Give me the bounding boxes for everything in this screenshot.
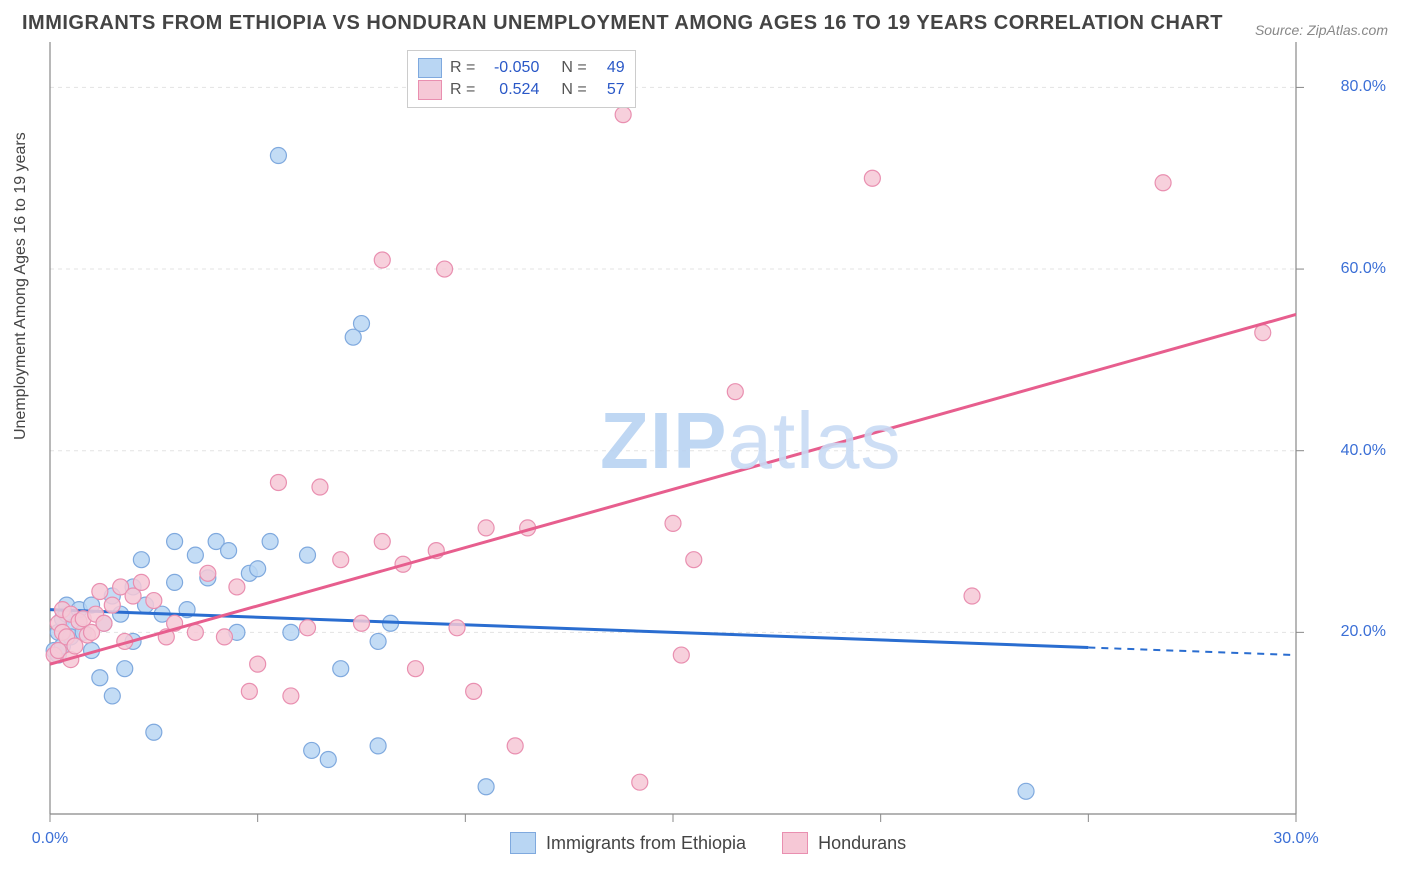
scatter-plot — [0, 0, 1406, 892]
n-label: N = — [561, 57, 586, 79]
bottom-legend: Immigrants from Ethiopia Hondurans — [510, 832, 906, 854]
y-tick-label: 80.0% — [1341, 78, 1386, 96]
n-label: N = — [561, 79, 586, 101]
legend-item-ethiopia: Immigrants from Ethiopia — [510, 832, 746, 854]
legend-item-honduras: Hondurans — [782, 832, 906, 854]
y-tick-label: 60.0% — [1341, 260, 1386, 278]
y-tick-label: 40.0% — [1341, 442, 1386, 460]
n-value-ethiopia: 49 — [595, 57, 625, 79]
swatch-ethiopia — [510, 832, 536, 854]
stats-legend: R = -0.050 N = 49 R = 0.524 N = 57 — [407, 50, 636, 108]
n-value-honduras: 57 — [595, 79, 625, 101]
stats-row-honduras: R = 0.524 N = 57 — [418, 79, 625, 101]
stats-row-ethiopia: R = -0.050 N = 49 — [418, 57, 625, 79]
legend-label-ethiopia: Immigrants from Ethiopia — [546, 833, 746, 854]
r-label: R = — [450, 57, 475, 79]
swatch-honduras — [418, 80, 442, 100]
r-label: R = — [450, 79, 475, 101]
r-value-ethiopia: -0.050 — [483, 57, 539, 79]
x-tick-label: 30.0% — [1273, 830, 1318, 848]
x-tick-label: 0.0% — [32, 830, 68, 848]
y-tick-label: 20.0% — [1341, 623, 1386, 641]
swatch-honduras — [782, 832, 808, 854]
legend-label-honduras: Hondurans — [818, 833, 906, 854]
swatch-ethiopia — [418, 58, 442, 78]
r-value-honduras: 0.524 — [483, 79, 539, 101]
